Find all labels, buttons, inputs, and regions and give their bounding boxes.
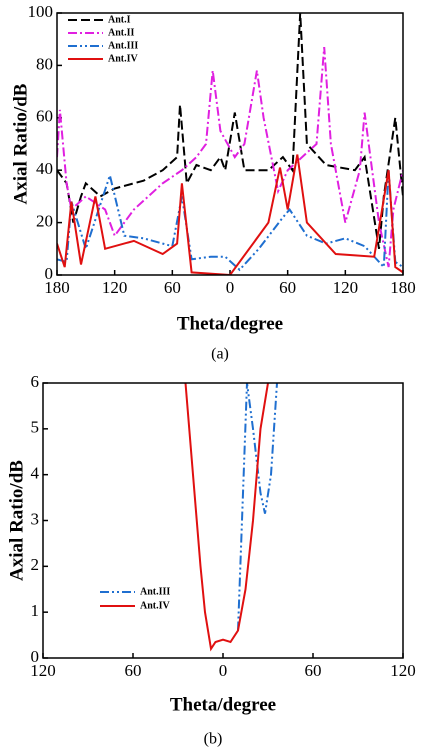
series-line	[57, 154, 403, 275]
series-line	[57, 13, 403, 249]
x-tick-label: 180	[390, 278, 416, 297]
y-tick-label: 40	[36, 159, 53, 178]
y-tick-label: 100	[28, 2, 54, 21]
x-tick-label: 60	[279, 278, 296, 297]
caption: (a)	[211, 346, 229, 363]
caption: (b)	[204, 731, 223, 748]
legend-label: Ant.IV	[108, 53, 139, 64]
legend-label: Ant.IV	[140, 600, 171, 611]
series-line	[237, 383, 278, 631]
legend-label: Ant.III	[140, 586, 170, 597]
y-tick-label: 5	[31, 418, 40, 437]
y-axis-label: Axial Ratio/dB	[6, 460, 27, 581]
x-tick-label: 60	[125, 661, 142, 680]
legend-label: Ant.I	[108, 14, 131, 25]
x-tick-label: 60	[164, 278, 181, 297]
y-tick-label: 2	[31, 555, 40, 574]
y-tick-label: 0	[31, 647, 40, 666]
legend-label: Ant.II	[108, 27, 135, 38]
x-axis-label: Theta/degree	[170, 694, 276, 715]
y-tick-label: 4	[31, 464, 40, 483]
y-tick-label: 0	[45, 264, 54, 283]
y-tick-label: 80	[36, 54, 53, 73]
y-tick-label: 60	[36, 107, 53, 126]
x-tick-label: 180	[44, 278, 70, 297]
x-tick-label: 0	[226, 278, 235, 297]
x-tick-label: 120	[390, 661, 416, 680]
series-line	[57, 47, 403, 268]
x-tick-label: 120	[333, 278, 359, 297]
x-tick-label: 60	[305, 661, 322, 680]
y-tick-label: 6	[31, 372, 40, 391]
series-line	[184, 383, 269, 652]
y-tick-label: 20	[36, 212, 53, 231]
x-axis-label: Theta/degree	[177, 313, 283, 334]
y-axis-label: Axial Ratio/dB	[10, 83, 31, 204]
y-tick-label: 1	[31, 601, 40, 620]
x-tick-label: 0	[219, 661, 228, 680]
plot-frame	[42, 382, 404, 659]
x-tick-label: 120	[102, 278, 128, 297]
y-tick-label: 3	[31, 509, 40, 528]
plot-frame	[56, 12, 404, 276]
chart: 180 120 60 0 60 120 180020406080100Theta/degre…	[10, 2, 415, 363]
x-tick-label: 120	[30, 661, 56, 680]
series-line	[57, 170, 403, 272]
legend-label: Ant.III	[108, 40, 138, 51]
series-group	[184, 383, 278, 652]
series-group	[57, 13, 403, 275]
